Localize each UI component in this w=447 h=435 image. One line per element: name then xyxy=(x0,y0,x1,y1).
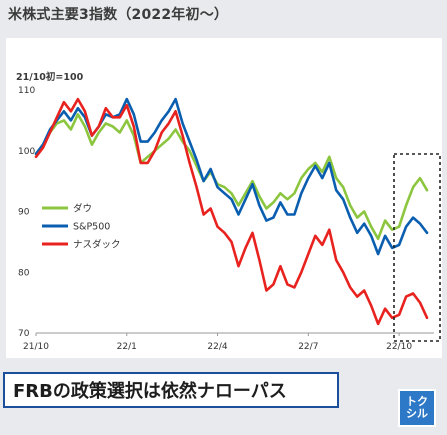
logo-text-line2: シル xyxy=(406,407,428,420)
x-tick-label: 22/4 xyxy=(207,342,227,352)
highlight-box xyxy=(393,153,441,342)
x-tick-label: 22/7 xyxy=(298,342,318,352)
y-tick-label: 100 xyxy=(18,147,35,157)
legend-label: ナスダック xyxy=(73,239,121,251)
caption-box: FRBの政策選択は依然ナローパス xyxy=(3,372,339,408)
logo-text-line1: トク xyxy=(406,395,428,408)
logo: トク シル xyxy=(398,389,436,427)
legend-item-bg xyxy=(38,236,142,252)
y-tick-label: 70 xyxy=(18,329,30,339)
x-tick-label: 22/10 xyxy=(386,342,412,352)
legend-label: S&P500 xyxy=(73,222,110,233)
legend-item-bg xyxy=(38,218,142,234)
series-line-2 xyxy=(34,97,429,326)
y-axis-label: 21/10初=100 xyxy=(16,71,84,83)
y-tick-label: 90 xyxy=(18,208,30,218)
legend-item-bg xyxy=(38,200,142,216)
series-lines xyxy=(34,97,429,326)
line-chart: 21/10初=100 70 80 90 100 110 21/10 22/1 22/4 22/7… xyxy=(16,71,441,352)
series-line-0 xyxy=(34,113,429,241)
caption-text: FRBの政策選択は依然ナローパス xyxy=(13,381,287,402)
legend: ダウ S&P500 ナスダック xyxy=(38,200,142,252)
x-tick-label: 22/1 xyxy=(117,342,137,352)
x-tick-label: 21/10 xyxy=(23,342,49,352)
y-tick-label: 110 xyxy=(18,86,35,96)
chart-title: 米株式主要3指数（2022年初〜） xyxy=(8,7,229,23)
legend-label: ダウ xyxy=(73,203,92,215)
axes: 70 80 90 100 110 21/10 22/1 22/4 22/7 22/10 xyxy=(18,86,434,352)
chart-panel: 21/10初=100 70 80 90 100 110 21/10 22/1 22/4 22/7… xyxy=(6,38,442,358)
y-tick-label: 80 xyxy=(18,268,30,278)
